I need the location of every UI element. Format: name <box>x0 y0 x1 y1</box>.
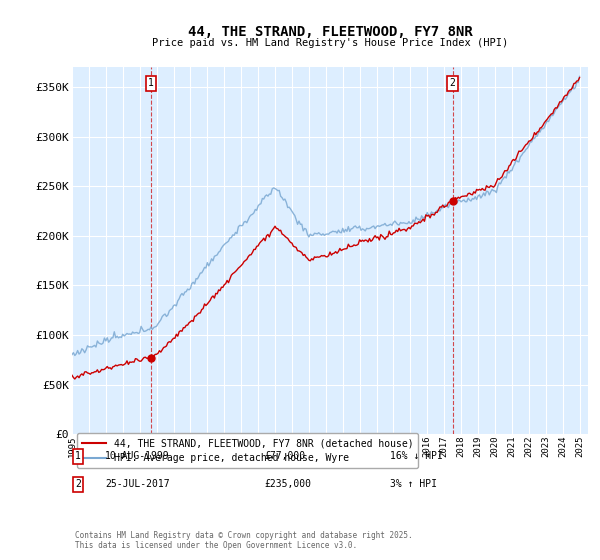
Text: 16% ↓ HPI: 16% ↓ HPI <box>390 451 443 461</box>
Text: 2: 2 <box>450 78 455 88</box>
Text: 2: 2 <box>75 479 81 489</box>
Text: 10-AUG-1999: 10-AUG-1999 <box>105 451 170 461</box>
Text: 25-JUL-2017: 25-JUL-2017 <box>105 479 170 489</box>
Text: Contains HM Land Registry data © Crown copyright and database right 2025.
This d: Contains HM Land Registry data © Crown c… <box>75 530 413 550</box>
Legend: 44, THE STRAND, FLEETWOOD, FY7 8NR (detached house), HPI: Average price, detache: 44, THE STRAND, FLEETWOOD, FY7 8NR (deta… <box>77 433 418 468</box>
Text: 44, THE STRAND, FLEETWOOD, FY7 8NR: 44, THE STRAND, FLEETWOOD, FY7 8NR <box>188 25 472 39</box>
Text: 3% ↑ HPI: 3% ↑ HPI <box>390 479 437 489</box>
Text: Price paid vs. HM Land Registry's House Price Index (HPI): Price paid vs. HM Land Registry's House … <box>152 38 508 48</box>
Text: £77,000: £77,000 <box>264 451 305 461</box>
Text: 1: 1 <box>75 451 81 461</box>
Text: £235,000: £235,000 <box>264 479 311 489</box>
Text: 1: 1 <box>148 78 154 88</box>
